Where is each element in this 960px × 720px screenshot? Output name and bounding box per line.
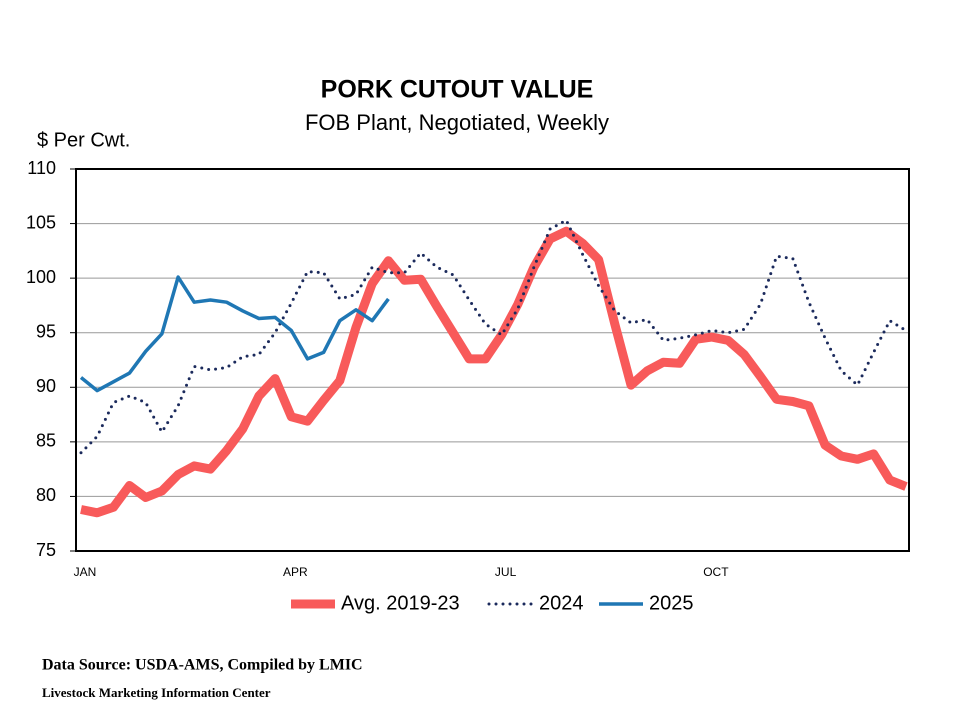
- x-tick-label: JAN: [74, 565, 97, 579]
- x-tick-label: APR: [283, 565, 308, 579]
- y-tick-label: 110: [27, 158, 56, 178]
- x-tick-label: OCT: [703, 565, 729, 579]
- chart-subtitle: FOB Plant, Negotiated, Weekly: [305, 110, 609, 135]
- plot-frame: [75, 168, 910, 552]
- y-tick-label: 100: [26, 267, 56, 287]
- legend-label: Avg. 2019-23: [341, 592, 460, 614]
- y-axis-label: $ Per Cwt.: [37, 129, 130, 151]
- source-note: Data Source: USDA-AMS, Compiled by LMIC: [42, 657, 363, 674]
- y-tick-label: 75: [36, 540, 56, 560]
- y-tick-label: 105: [26, 212, 56, 232]
- series-line: [80, 226, 908, 518]
- y-tick-label: 80: [36, 485, 56, 505]
- legend-label: 2024: [539, 592, 584, 614]
- y-tick-label: 95: [36, 321, 56, 341]
- chart-title: PORK CUTOUT VALUE: [321, 76, 594, 104]
- organization-note: Livestock Marketing Information Center: [42, 685, 271, 700]
- series-line: [79, 275, 390, 393]
- y-tick-label: 90: [36, 376, 56, 396]
- series-line: [79, 218, 908, 455]
- x-tick-label: JUL: [495, 565, 517, 579]
- y-tick-label: 85: [36, 431, 56, 451]
- legend-label: 2025: [649, 592, 694, 614]
